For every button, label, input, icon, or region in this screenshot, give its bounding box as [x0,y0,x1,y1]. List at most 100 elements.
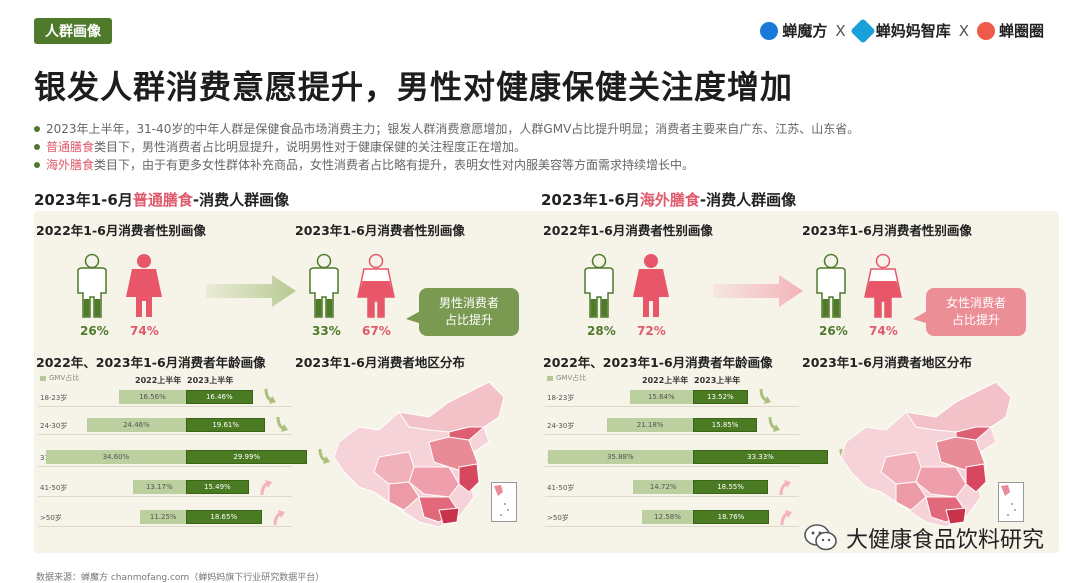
south-china-sea-inset [998,482,1024,526]
row-divider [545,406,799,407]
bar-2023-value: 18.76% [717,513,745,521]
bar-2023: 29.99% [186,450,308,464]
male-2023-pct: 26% [819,324,848,338]
bar-2023: 15.85% [693,418,758,432]
bar-2022: 11.25% [140,510,186,524]
region-chart-label: 2023年1-6月消费者地区分布 [802,355,972,370]
age-category-label: 24-30岁 [547,422,575,430]
row-divider [38,466,292,467]
age-category-label: 18-23岁 [40,394,68,402]
bar-2023: 18.65% [186,510,262,524]
bar-2023: 18.76% [693,510,769,524]
bar-2023-value: 18.55% [717,483,744,491]
bar-2023-value: 18.65% [210,513,238,521]
male-2023-pct: 33% [312,324,341,338]
brand-chanmofang: 蝉魔方 [760,20,827,41]
col-header-2022: 2022上半年 [642,376,689,385]
female-2022-icon [629,253,673,323]
south-china-sea-inset [491,482,517,526]
china-region-map [826,372,1026,546]
summary-bullets: 2023年上半年，31-40岁的中年人群是保健食品市场消费主力；银发人群消费意愿… [34,120,1054,174]
bar-2022: 16.56% [118,390,186,404]
increase-arrow-icon [779,508,793,530]
bar-2023-value: 15.85% [711,421,739,429]
row-divider [545,434,799,435]
col-header-2022: 2022上半年 [135,376,182,385]
male-2022-icon [72,253,112,323]
bar-2022: 12.58% [642,510,693,524]
gender-2023-label: 2023年1-6月消费者性别画像 [802,223,972,238]
row-divider [545,496,799,497]
age-chart-label: 2022年、2023年1-6月消费者年龄画像 [543,355,773,370]
chanquanquan-logo-icon [976,21,995,40]
data-source: 数据来源：蝉魔方 chanmofang.com（蝉妈妈旗下行业研究数据平台） [36,573,325,583]
gmv-legend: GMV占比 [40,373,79,383]
bar-2022-value: 34.60% [102,453,130,461]
trend-callout: 男性消费者 占比提升 [419,288,519,336]
section-tag: 人群画像 [34,18,112,44]
bar-2022-value: 14.72% [649,483,677,491]
female-2023-pct: 74% [869,324,898,338]
decrease-arrow-icon [317,448,331,470]
decrease-arrow-icon [263,388,277,410]
bar-2023: 18.55% [693,480,769,494]
bar-2022-value: 11.25% [149,513,177,521]
increase-arrow-icon [778,478,792,500]
bar-2022: 15.64% [629,390,693,404]
age-category-label: 24-30岁 [40,422,68,430]
female-2022-pct: 72% [637,324,666,338]
callout-pointer [913,310,929,324]
bar-2023-value: 15.49% [204,483,231,491]
gmv-legend: GMV占比 [547,373,586,383]
row-divider [545,466,799,467]
age-category-label: 41-50岁 [40,484,68,492]
bar-2022-value: 15.64% [647,393,675,401]
age-category-label: >50岁 [40,514,62,522]
page-title: 银发人群消费意愿提升，男性对健康保健关注度增加 [34,68,794,106]
bar-2023: 16.46% [186,390,253,404]
age-category-label: 18-23岁 [547,394,575,402]
chanmofang-logo-icon [760,21,779,40]
brand-separator: X [835,21,846,40]
decrease-arrow-icon [767,416,781,438]
brand-chanmama: 蝉妈妈智库 [849,17,951,44]
bar-2022: 34.60% [45,450,186,464]
gender-2023-label: 2023年1-6月消费者性别画像 [295,223,465,238]
row-divider [545,526,799,527]
bar-2022-value: 12.58% [654,513,681,521]
bar-2022-value: 13.17% [145,483,173,491]
decrease-arrow-icon [758,388,772,410]
bar-2023: 19.61% [186,418,266,432]
bullet-2: 普通膳食类目下，男性消费者占比明显提升，说明男性对于健康保健的关注程度正在增加。 [34,138,1054,156]
bar-2023-value: 13.52% [707,393,734,401]
bar-2023: 33.33% [693,450,828,464]
male-2022-pct: 28% [587,324,616,338]
female-2023-pct: 67% [362,324,391,338]
transition-arrow [206,275,296,311]
female-2023-icon [861,253,905,323]
bar-2023: 13.52% [693,390,748,404]
col-header-2023: 2023上半年 [187,376,234,385]
bar-2022-value: 16.56% [139,393,166,401]
watermark: 大健康食品饮料研究 [804,522,1044,554]
bar-2023-value: 19.61% [212,421,240,429]
row-divider [38,434,292,435]
chanmama-logo-icon [849,17,876,44]
increase-arrow-icon [272,508,286,530]
gender-2022-label: 2022年1-6月消费者性别画像 [543,223,713,238]
bar-2023: 15.49% [186,480,249,494]
legend-swatch [40,375,46,381]
age-chart-label: 2022年、2023年1-6月消费者年龄画像 [36,355,266,370]
wechat-icon [804,524,837,551]
col-header-2023: 2023上半年 [694,376,741,385]
region-chart-label: 2023年1-6月消费者地区分布 [295,355,465,370]
female-2023-icon [354,253,398,323]
bar-2023-value: 33.33% [747,453,774,461]
trend-callout: 女性消费者 占比提升 [926,288,1026,336]
bullet-dot [34,162,40,168]
panel-title: 2023年1-6月普通膳食-消费人群画像 [34,191,290,209]
male-2023-icon [304,253,344,323]
row-divider [38,496,292,497]
china-region-map [319,372,519,546]
gender-2022-label: 2022年1-6月消费者性别画像 [36,223,206,238]
